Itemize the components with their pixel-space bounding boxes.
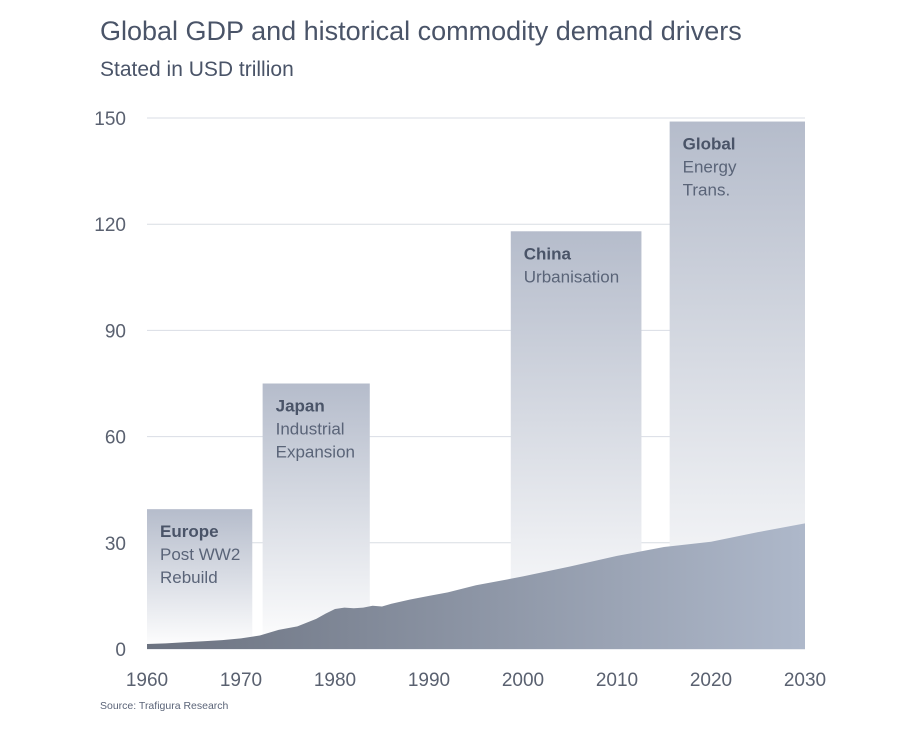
x-tick-label: 2000 <box>502 670 544 691</box>
era-description-line: Expansion <box>276 443 355 462</box>
gdp-series-area <box>147 523 805 649</box>
gdp-area <box>147 523 805 649</box>
x-tick-label: 2030 <box>784 670 826 691</box>
x-tick-label: 1980 <box>314 670 356 691</box>
y-tick-label: 90 <box>105 321 126 342</box>
x-tick-label: 1970 <box>220 670 262 691</box>
era-title-global: Global <box>683 135 736 154</box>
chart-title: Global GDP and historical commodity dema… <box>100 16 742 46</box>
x-tick-label: 2020 <box>690 670 732 691</box>
era-panel-japan <box>262 383 370 649</box>
era-annotations: Europe Post WW2 Rebuild Japan Industrial Expa… <box>160 135 737 588</box>
era-title-japan: Japan <box>276 397 325 416</box>
era-title-china: China <box>524 244 572 263</box>
chart-subtitle: Stated in USD trillion <box>100 58 294 81</box>
y-tick-label: 0 <box>115 640 126 661</box>
x-tick-label: 1990 <box>408 670 450 691</box>
era-description-line: Urbanisation <box>524 267 619 286</box>
axis-labels: 0 30 60 90 120 150 1960 1970 1980 1990 2000 2010 202… <box>94 109 826 691</box>
source-note: Source: Trafigura Research <box>100 700 229 712</box>
era-description-line: Trans. <box>683 181 731 200</box>
era-description-line: Energy <box>683 158 737 177</box>
era-description-line: Industrial <box>276 420 345 439</box>
x-tick-label: 2010 <box>596 670 638 691</box>
era-description-line: Post WW2 <box>160 545 240 564</box>
era-description-line: Rebuild <box>160 568 218 587</box>
y-tick-label: 150 <box>94 109 126 130</box>
x-tick-label: 1960 <box>126 670 168 691</box>
era-title-europe: Europe <box>160 522 219 541</box>
y-tick-label: 60 <box>105 428 126 449</box>
era-panel-europe <box>147 509 253 649</box>
y-tick-label: 30 <box>105 534 126 555</box>
y-tick-label: 120 <box>94 215 126 236</box>
